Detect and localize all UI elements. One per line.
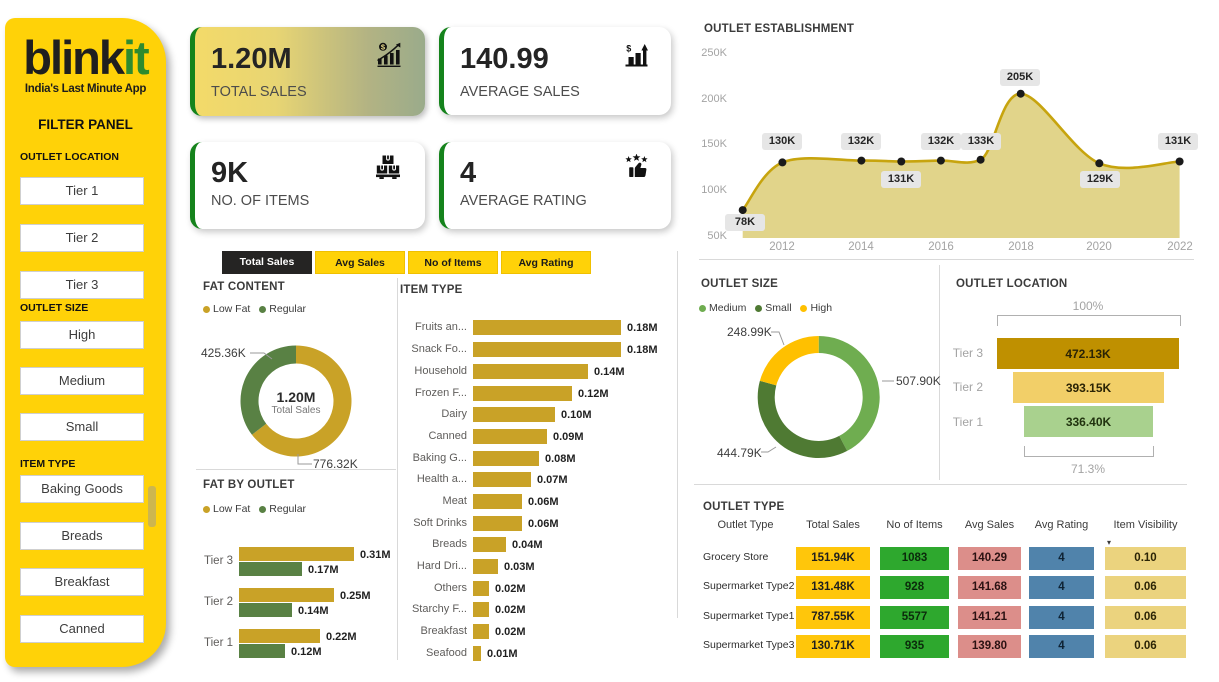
svg-text:$: $ — [381, 43, 386, 52]
svg-text:$: $ — [626, 44, 631, 54]
